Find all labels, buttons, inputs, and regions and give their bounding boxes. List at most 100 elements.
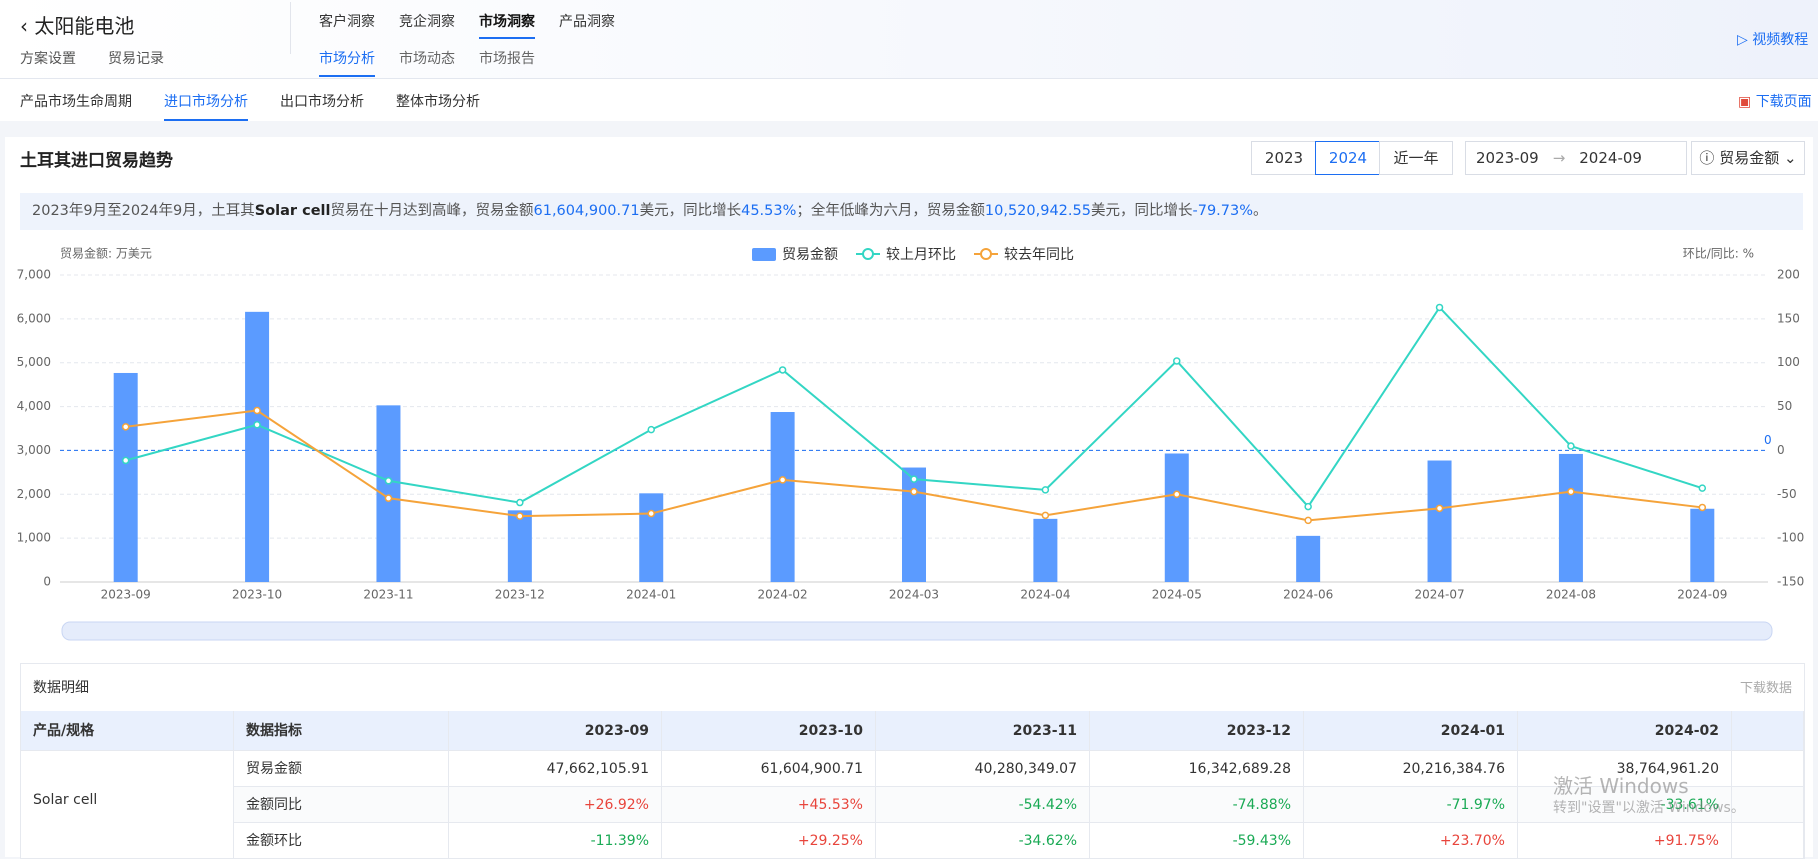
value-cell	[1732, 787, 1804, 823]
help-link[interactable]: ▷ 视频教程	[1737, 32, 1809, 48]
x-tick-label: 2023-09	[101, 588, 151, 602]
year-button[interactable]: 2024	[1315, 141, 1381, 175]
point	[1041, 486, 1050, 494]
nav-tab[interactable]: 进口市场分析	[164, 91, 248, 121]
s: -79.73%	[1192, 203, 1254, 219]
value-cell: +26.92%	[449, 787, 662, 823]
point	[384, 494, 393, 502]
value-cell: +91.75%	[1518, 823, 1732, 858]
link[interactable]: 方案设置	[20, 51, 76, 67]
top-bar: ‹ 太阳能电池 方案设置 贸易记录 客户洞察 竞企洞察 市场洞察 产品洞察 市场…	[0, 0, 1818, 79]
point	[1173, 357, 1181, 365]
zoom-slider[interactable]	[61, 621, 1773, 641]
metric-text: 贸易金额	[1719, 149, 1780, 167]
value-cell: +45.53%	[662, 787, 876, 823]
point	[778, 366, 787, 374]
s: 10,520,942.55	[984, 203, 1091, 219]
value-cell: 61,604,900.71	[662, 751, 876, 787]
bar	[1427, 460, 1452, 582]
x-tick-label: 2023-11	[363, 588, 413, 602]
legend-label: 较去年同比	[1004, 247, 1074, 263]
bar	[507, 510, 532, 582]
y2-tick-label: 150	[1777, 311, 1800, 325]
value-cell: -54.42%	[876, 787, 1090, 823]
point	[516, 498, 524, 507]
bar	[1033, 518, 1058, 582]
point	[253, 406, 261, 415]
point	[647, 509, 655, 518]
value-cell: 20,216,384.76	[1304, 751, 1518, 787]
download-page[interactable]: ▣ 下载页面	[1738, 94, 1812, 110]
nav-tab[interactable]: 产品市场生命周期	[20, 94, 132, 110]
value-cell: 47,662,105.91	[449, 751, 662, 787]
point	[516, 512, 524, 520]
download-data[interactable]: 下载数据	[1739, 681, 1792, 696]
sub-tab[interactable]: 市场分析	[319, 48, 375, 77]
point	[1304, 502, 1312, 511]
x-tick-label: 2024-02	[758, 588, 808, 602]
nav-tab[interactable]: 整体市场分析	[396, 94, 480, 110]
help-text: 视频教程	[1752, 32, 1809, 48]
legend-swatch	[980, 248, 992, 260]
product: Solar cell	[21, 751, 234, 858]
y-tick-label: 2,000	[17, 487, 51, 501]
y2-tick-label: 200	[1777, 268, 1800, 282]
x-tick-label: 2024-06	[1283, 588, 1333, 602]
bar	[1690, 508, 1715, 582]
x-tick-label: 2023-10	[232, 588, 282, 602]
x-tick-label: 2024-09	[1677, 588, 1727, 602]
y-tick-label: 3,000	[17, 443, 51, 457]
y-tick-label: 1,000	[17, 531, 51, 545]
point	[1173, 490, 1181, 499]
point	[910, 487, 918, 496]
column-header: 2023-11	[876, 711, 1090, 751]
legend-swatch	[862, 248, 874, 260]
top-tab[interactable]: 产品洞察	[559, 14, 615, 30]
summary: 2023年9月至2024年9月，土耳其Solar cell贸易在十月达到高峰，贸…	[20, 193, 1803, 230]
value-cell: 16,342,689.28	[1090, 751, 1304, 787]
sub-tab[interactable]: 市场报告	[479, 51, 535, 67]
point	[1435, 303, 1444, 312]
x-tick-label: 2024-07	[1414, 588, 1464, 602]
title-text: 太阳能电池	[34, 14, 135, 38]
chart: 贸易金额: 万美元 环比/同比: % 0 1,000 2,000 3,000 4,000…	[17, 246, 1804, 641]
point	[121, 456, 130, 465]
s: ；全年低峰为六月，贸易金额	[796, 203, 985, 219]
bar	[113, 372, 138, 582]
column-header: 产品/规格	[21, 711, 234, 751]
back-title[interactable]: ‹ 太阳能电池	[20, 14, 135, 38]
bar	[902, 467, 926, 582]
column-header: 2023-09	[449, 711, 662, 751]
point	[253, 421, 261, 429]
link[interactable]: 贸易记录	[108, 51, 164, 67]
x-tick-label: 2024-05	[1152, 588, 1202, 602]
top-tab[interactable]: 客户洞察	[319, 14, 375, 30]
x-tick-label: 2024-01	[626, 588, 676, 602]
top-tab[interactable]: 竞企洞察	[399, 14, 455, 30]
bar	[770, 412, 795, 582]
s: 45.53%	[741, 203, 797, 219]
x-tick-label: 2024-04	[1020, 588, 1070, 602]
y-tick-label: 0	[43, 575, 51, 589]
y-tick-label: 5,000	[17, 355, 51, 369]
nav-tab[interactable]: 出口市场分析	[280, 94, 364, 110]
value-cell: -34.62%	[876, 823, 1090, 858]
point	[910, 475, 918, 483]
year-button[interactable]: 近一年	[1379, 141, 1453, 175]
legend-swatch	[752, 248, 776, 261]
sub-tab[interactable]: 市场动态	[399, 51, 455, 67]
point	[778, 476, 787, 484]
bar	[245, 311, 270, 582]
top-tab[interactable]: 市场洞察	[479, 11, 535, 39]
value-cell: -33.61%	[1518, 787, 1732, 823]
s: 美元，同比增长	[639, 203, 742, 219]
date-range[interactable]: 2023-09 → 2024-09	[1465, 141, 1687, 175]
value-cell: -74.88%	[1090, 787, 1304, 823]
point	[1567, 487, 1575, 496]
column-header: 2024-02	[1518, 711, 1732, 751]
year-button[interactable]: 2023	[1251, 141, 1317, 175]
metric-select[interactable]: ⓘ 贸易金额 ⌄	[1691, 141, 1805, 175]
column-header: 2023-10	[662, 711, 876, 751]
point	[647, 425, 655, 434]
date-start: 2023-09	[1476, 149, 1539, 167]
